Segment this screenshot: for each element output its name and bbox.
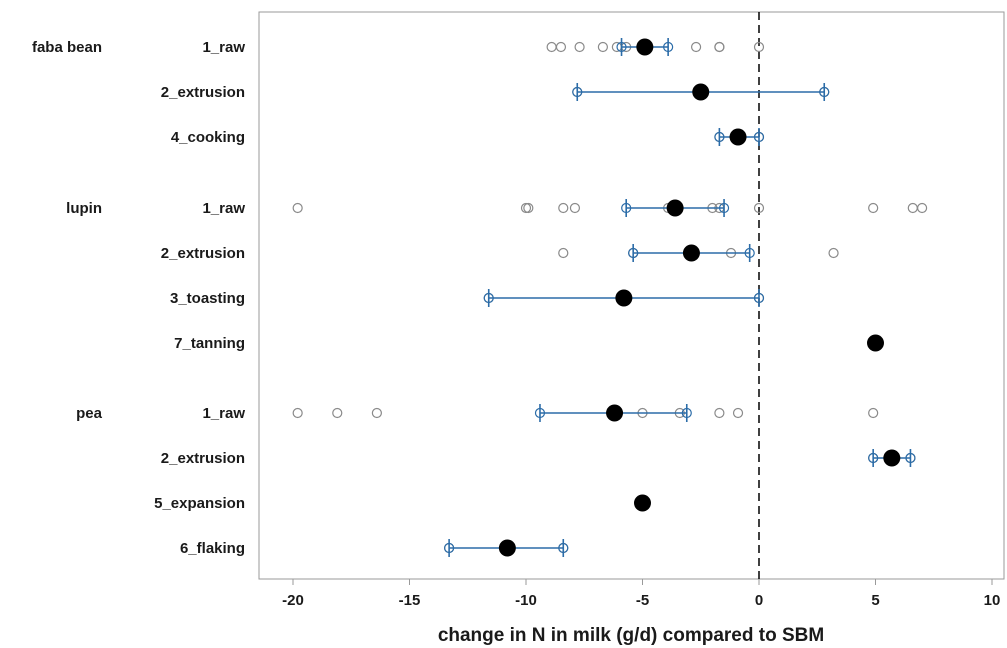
interval-end-point — [905, 452, 916, 464]
interval-end-point — [534, 407, 546, 419]
marks-layer — [292, 12, 928, 579]
interval-end-point — [753, 131, 765, 143]
interval-end-point — [621, 202, 632, 214]
plot-frame — [258, 11, 1005, 580]
observation-point — [732, 407, 744, 419]
interval-end-point — [572, 86, 583, 98]
interval-end-point — [663, 41, 674, 53]
row-label: 2_extrusion — [161, 450, 245, 467]
observation-point — [597, 41, 608, 53]
interval-end-point — [444, 542, 455, 554]
row-label: 2_extrusion — [161, 84, 245, 101]
row-label: 7_tanning — [174, 335, 245, 352]
observation-point — [828, 247, 839, 259]
observation-point — [753, 41, 765, 53]
mean-point — [867, 334, 884, 352]
group-label: pea — [76, 405, 103, 422]
x-tick-label: 5 — [871, 592, 879, 609]
observation-point — [868, 407, 879, 419]
mean-point — [498, 539, 516, 557]
observation-point — [523, 202, 534, 214]
interval-end-point — [819, 86, 830, 98]
observation-point — [371, 407, 382, 419]
observation-point — [690, 41, 702, 53]
observation-point — [292, 407, 303, 419]
observation-point — [558, 247, 569, 259]
row-label: 1_raw — [202, 200, 245, 217]
x-tick-label: -15 — [399, 592, 421, 609]
group-label: faba bean — [32, 39, 102, 56]
row-label: 1_raw — [202, 39, 245, 56]
observation-point — [714, 407, 725, 419]
x-axis-title: change in N in milk (g/d) compared to SB… — [438, 625, 824, 646]
mean-point — [615, 289, 633, 307]
x-tick-label: -20 — [282, 592, 304, 609]
interval-end-point — [718, 202, 730, 214]
mean-point — [636, 38, 654, 56]
mean-point — [634, 494, 651, 512]
x-axis: -20 -15 -10 -5 0 5 10 — [282, 579, 1000, 609]
interval-end-point — [616, 41, 627, 53]
observation-point — [569, 202, 581, 214]
x-tick-label: -5 — [636, 592, 649, 609]
mean-point — [606, 404, 624, 422]
observation-point — [714, 41, 725, 53]
mean-point — [729, 128, 747, 146]
interval-end-point — [483, 292, 494, 304]
observation-point — [558, 202, 569, 214]
observation-point — [916, 202, 928, 214]
row-label: 1_raw — [202, 405, 245, 422]
observation-point — [907, 202, 918, 214]
x-tick-label: 0 — [755, 592, 763, 609]
interval-end-point — [558, 542, 569, 554]
row-label: 5_expansion — [154, 495, 245, 512]
row-label: 2_extrusion — [161, 245, 245, 262]
observation-point — [546, 41, 557, 53]
group-label: lupin — [66, 200, 102, 217]
interval-end-point — [868, 452, 879, 464]
observation-point — [574, 41, 585, 53]
mean-point — [682, 244, 700, 262]
interval-end-point — [753, 292, 765, 304]
interval-end-point — [681, 407, 692, 419]
row-label: 4_cooking — [171, 129, 245, 146]
x-tick-label: -10 — [515, 592, 537, 609]
interval-end-point — [714, 131, 725, 143]
observation-point — [292, 202, 303, 214]
x-tick-label: 10 — [984, 592, 1001, 609]
row-label: 6_flaking — [180, 540, 245, 557]
observation-point — [753, 202, 765, 214]
observation-point — [555, 41, 567, 53]
observation-point — [868, 202, 879, 214]
mean-point — [666, 199, 684, 217]
interval-end-point — [744, 247, 755, 259]
row-label: 3_toasting — [170, 290, 245, 307]
mean-point — [692, 83, 710, 101]
interval-end-point — [628, 247, 639, 259]
mean-point — [883, 449, 901, 467]
observation-point — [332, 407, 343, 419]
